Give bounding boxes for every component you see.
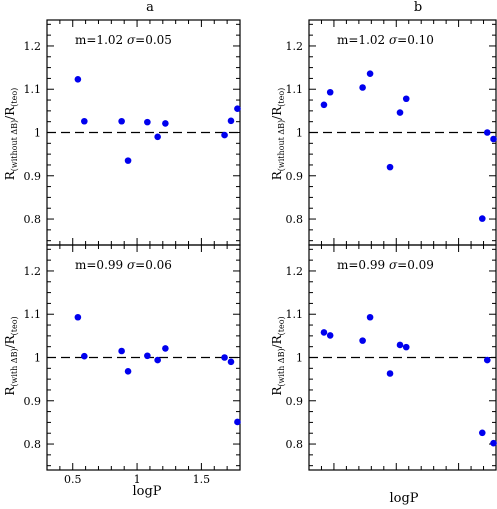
data-point <box>386 370 394 377</box>
y-tick-label: 0.8 <box>286 438 304 451</box>
data-point <box>490 135 497 143</box>
y-tick-label: 1 <box>296 127 303 140</box>
column-heading-b: b <box>414 0 422 15</box>
fit-annotation: m=0.99 σ=0.06 <box>75 258 172 272</box>
y-tick-label: 1.2 <box>24 265 42 278</box>
panel-a-bottom: 0.8 0.9 1 1.1 1.2 0.5 1 1.5 m=0.99 σ=0.06 <box>24 244 241 486</box>
fit-annotation: m=1.02 σ=0.10 <box>337 33 434 47</box>
data-point <box>483 356 491 364</box>
data-point <box>386 163 394 171</box>
data-point <box>74 75 82 83</box>
y-tick-label: 0.9 <box>24 395 42 408</box>
y-tick-label: 1.1 <box>286 83 304 96</box>
y-tick-label: 0.9 <box>286 395 304 408</box>
ylabel-top-b: R(without ΔB)/R(teo) <box>270 88 286 181</box>
data-point <box>234 418 241 426</box>
data-point <box>118 117 125 125</box>
column-heading-a: a <box>146 0 154 15</box>
y-tick-label: 0.8 <box>24 213 42 226</box>
data-point <box>402 95 410 103</box>
ylabel-bottom-b: R(with ΔB)/R(teo) <box>270 316 286 395</box>
data-point <box>359 84 366 91</box>
data-point <box>326 88 334 96</box>
data-point <box>162 345 169 352</box>
panel-b-top: 0.8 0.9 1 1.1 1.2 m=1.02 σ=0.10 <box>286 19 497 246</box>
data-point <box>124 368 132 375</box>
data-point <box>396 341 404 349</box>
data-point <box>227 117 235 125</box>
xlabel-a: logP <box>132 484 161 499</box>
x-tick-label: 1.5 <box>193 473 211 486</box>
data-point <box>154 133 161 141</box>
data-point <box>154 356 161 364</box>
y-tick-label: 0.8 <box>24 438 42 451</box>
data-point <box>221 354 228 361</box>
data-point <box>396 109 404 116</box>
y-tick-label: 1.2 <box>286 265 304 278</box>
y-tick-label: 1.2 <box>286 40 304 53</box>
fit-annotation: m=1.02 σ=0.05 <box>75 33 172 47</box>
y-tick-label: 0.8 <box>286 213 304 226</box>
y-tick-label: 1 <box>34 352 41 365</box>
data-point <box>81 352 88 360</box>
data-point <box>118 347 125 355</box>
data-point <box>478 429 486 437</box>
data-point <box>359 337 366 344</box>
y-tick-label: 1.2 <box>24 40 42 53</box>
y-tick-label: 1.1 <box>24 83 42 96</box>
data-point <box>221 131 228 139</box>
data-point <box>162 120 169 127</box>
data-point <box>81 117 88 125</box>
y-tick-label: 0.9 <box>24 170 42 183</box>
data-point <box>74 313 82 321</box>
y-tick-label: 1.1 <box>24 308 42 321</box>
xlabel-b: logP <box>389 491 418 506</box>
fit-annotation: m=0.99 σ=0.09 <box>337 258 434 272</box>
data-point <box>144 352 151 360</box>
ylabel-top-a: R(without ΔB)/R(teo) <box>3 88 19 181</box>
data-point <box>366 313 374 321</box>
y-tick-label: 0.9 <box>286 170 304 183</box>
x-tick-label: 1 <box>134 473 141 486</box>
data-point <box>483 129 491 136</box>
y-tick-label: 1.1 <box>286 308 304 321</box>
data-point <box>234 105 241 113</box>
y-tick-label: 1 <box>296 352 303 365</box>
data-point <box>402 343 410 351</box>
data-point <box>227 358 235 366</box>
data-point <box>366 70 374 77</box>
data-point <box>320 329 328 336</box>
panel-b-bottom: 0.8 0.9 1 1.1 1.2 m=0.99 σ=0.09 <box>286 244 497 471</box>
data-point <box>320 101 328 109</box>
data-point <box>478 215 486 222</box>
data-point <box>490 439 497 447</box>
data-point <box>326 332 334 339</box>
ylabel-bottom-a: R(with ΔB)/R(teo) <box>3 316 19 395</box>
panels: 0.8 0.9 1 1.1 1.2 m=1.02 σ=0.05 0.8 0.9 1 1.1 1.2 m… <box>24 19 497 486</box>
x-tick-label: 0.5 <box>64 473 82 486</box>
y-tick-label: 1 <box>34 127 41 140</box>
data-point <box>124 157 132 164</box>
data-point <box>144 118 151 126</box>
panel-a-top: 0.8 0.9 1 1.1 1.2 m=1.02 σ=0.05 <box>24 19 241 246</box>
